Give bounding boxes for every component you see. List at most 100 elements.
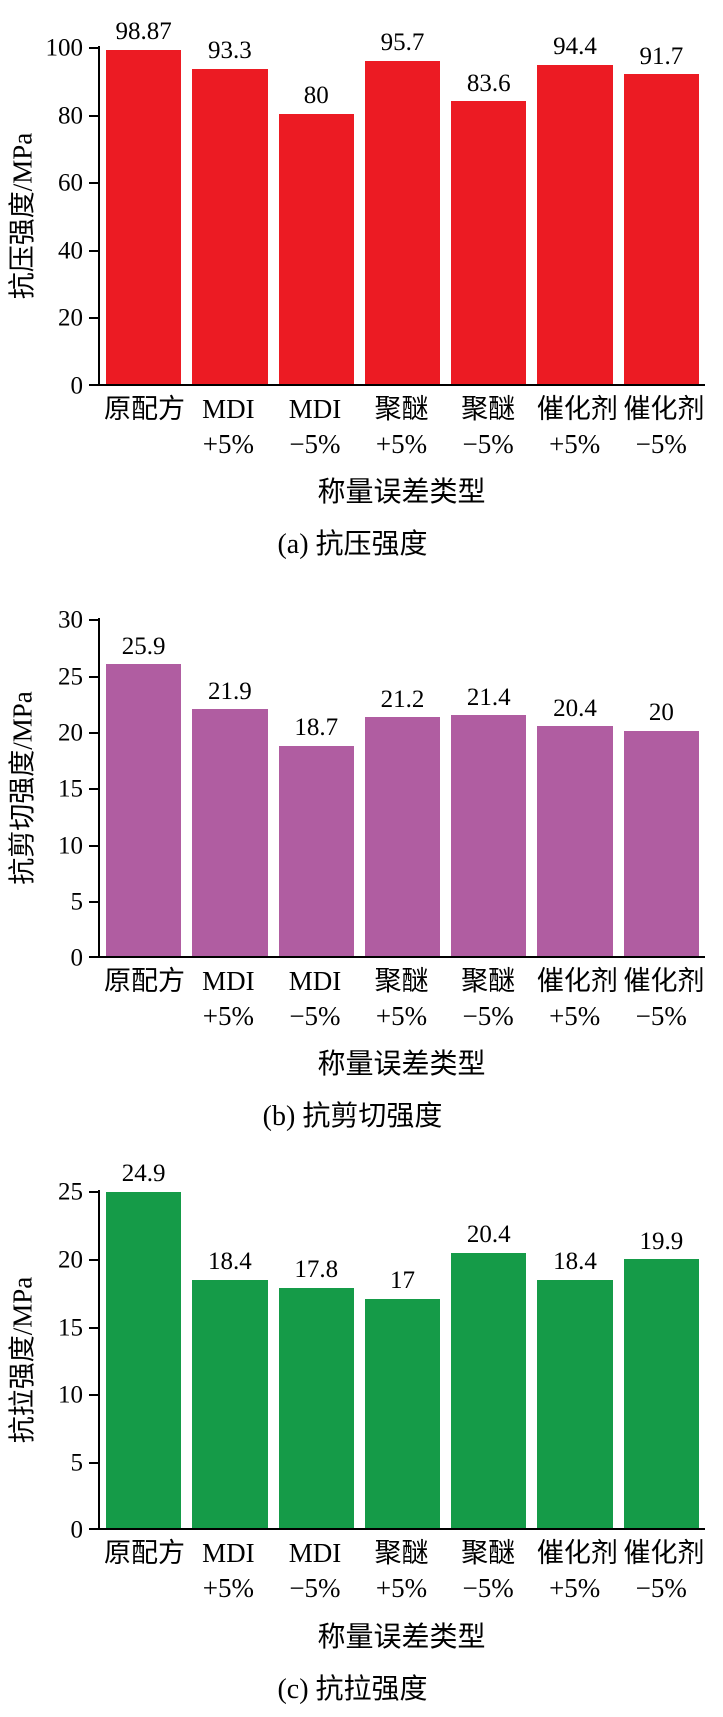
x-category-line1: MDI bbox=[202, 966, 255, 997]
y-tick-label: 5 bbox=[70, 888, 84, 916]
y-tick-mark bbox=[89, 956, 98, 959]
plot-row: 抗拉强度/MPa 0 5 10 15 20 25 24.9 18.4 17.8 17 20.4 18… bbox=[0, 1154, 705, 1543]
x-category-label: MDI +5% bbox=[191, 964, 267, 1034]
bar bbox=[106, 664, 182, 957]
bar-value-label: 24.9 bbox=[121, 1160, 166, 1188]
y-axis-label-column: 抗压强度/MPa bbox=[0, 46, 40, 386]
x-category-line1: 聚醚 bbox=[461, 1538, 516, 1569]
x-category-line1: 聚醚 bbox=[374, 966, 429, 997]
y-tick-label: 30 bbox=[58, 606, 83, 634]
x-category-label: 催化剂 +5% bbox=[536, 392, 618, 462]
bar-value-label: 20 bbox=[648, 699, 674, 727]
x-category-label: 原配方 bbox=[104, 392, 185, 462]
y-tick-mark bbox=[89, 1528, 98, 1531]
x-category-label: MDI −5% bbox=[277, 392, 353, 462]
bar-slot: 17.8 bbox=[278, 1256, 354, 1529]
bar bbox=[537, 64, 613, 384]
bar-value-label: 91.7 bbox=[639, 42, 684, 70]
x-category-line1: 原配方 bbox=[104, 394, 185, 424]
x-category-line1: 催化剂 bbox=[623, 394, 705, 424]
x-category-label: 聚醚 −5% bbox=[450, 392, 526, 462]
y-axis-label: 抗拉强度/MPa bbox=[7, 1277, 38, 1444]
x-category-label: 催化剂 −5% bbox=[623, 1536, 705, 1606]
x-category-label: 催化剂 −5% bbox=[623, 392, 705, 462]
bar-value-label: 98.87 bbox=[115, 18, 172, 46]
chart-caption: (a) 抗压强度 bbox=[277, 529, 428, 561]
bar-value-label: 95.7 bbox=[380, 29, 425, 57]
x-category-line1: 原配方 bbox=[104, 966, 185, 997]
x-category-label: 聚醚 +5% bbox=[364, 1536, 440, 1606]
x-category-line2: +5% bbox=[375, 429, 428, 460]
bar bbox=[192, 709, 268, 957]
bar-value-label: 21.9 bbox=[208, 677, 252, 705]
chart-a-compressive-strength: 抗压强度/MPa 0 20 40 60 80 100 98.87 93.3 80 95.7 83.… bbox=[0, 0, 723, 572]
bar-value-label: 20.4 bbox=[553, 694, 597, 722]
y-tick-label: 5 bbox=[70, 1449, 84, 1477]
x-category-line1: 催化剂 bbox=[536, 394, 618, 424]
plot-area: 24.9 18.4 17.8 17 20.4 18.4 19.9 bbox=[98, 1160, 705, 1531]
bar bbox=[364, 717, 441, 957]
x-category-line2: −5% bbox=[462, 1001, 514, 1032]
plot-area: 98.87 93.3 80 95.7 83.6 94.4 91.7 bbox=[98, 18, 705, 386]
y-tick-label: 15 bbox=[58, 1314, 83, 1342]
x-category-line2: −5% bbox=[289, 1573, 341, 1604]
bar bbox=[364, 1298, 441, 1529]
chart-caption: (c) 抗拉强度 bbox=[277, 1673, 428, 1705]
bar bbox=[623, 1259, 699, 1529]
bar-slot: 20.4 bbox=[537, 694, 613, 957]
x-category-labels: 原配方 MDI +5% MDI −5% 聚醚 +5% 聚醚 −5% 催化剂 +5% 催化剂 −5% bbox=[98, 1530, 705, 1606]
y-tick-label: 20 bbox=[58, 304, 83, 332]
y-tick-mark bbox=[89, 47, 98, 49]
bar-slot: 25.9 bbox=[106, 632, 182, 957]
bar-slot: 18.4 bbox=[537, 1248, 613, 1529]
bar-value-label: 21.4 bbox=[466, 683, 511, 711]
y-tick-mark bbox=[89, 182, 98, 185]
bar bbox=[451, 1252, 527, 1529]
y-tick-mark bbox=[89, 1394, 98, 1397]
x-category-label: 催化剂 +5% bbox=[537, 964, 618, 1034]
x-category-label: 聚醚 −5% bbox=[450, 964, 526, 1034]
bar-slot: 20.4 bbox=[451, 1221, 527, 1529]
x-category-line2: +5% bbox=[202, 1573, 254, 1604]
y-axis-label: 抗压强度/MPa bbox=[7, 132, 38, 300]
y-tick-label: 0 bbox=[70, 944, 84, 972]
y-tick-mark bbox=[89, 1258, 98, 1261]
y-tick-label: 10 bbox=[58, 832, 83, 860]
bar-slot: 18.4 bbox=[192, 1248, 268, 1529]
y-axis: 0 5 10 15 20 25 bbox=[40, 1180, 98, 1543]
bar bbox=[451, 101, 527, 384]
y-tick-label: 10 bbox=[58, 1381, 83, 1409]
y-tick-mark bbox=[89, 1326, 98, 1329]
x-category-line1: 催化剂 bbox=[623, 1538, 705, 1569]
bar bbox=[192, 1279, 268, 1529]
bar-slot: 80 bbox=[278, 82, 354, 384]
y-tick-label: 25 bbox=[58, 663, 83, 691]
y-tick-mark bbox=[89, 675, 98, 678]
plot-area: 25.9 21.9 18.7 21.2 21.4 20.4 20 bbox=[98, 618, 705, 959]
x-category-line1: 原配方 bbox=[104, 1538, 185, 1569]
y-tick-mark bbox=[89, 731, 98, 734]
y-axis-label-column: 抗剪切强度/MPa bbox=[0, 618, 40, 958]
bar-slot: 91.7 bbox=[623, 42, 699, 384]
bar-slot: 17 bbox=[364, 1267, 441, 1529]
x-category-line1: 聚醚 bbox=[461, 394, 516, 424]
x-category-line2: −5% bbox=[462, 429, 514, 460]
x-category-line1: MDI bbox=[288, 966, 342, 997]
bar-slot: 21.4 bbox=[451, 683, 527, 957]
x-category-label: 原配方 bbox=[104, 964, 185, 1034]
x-category-label: MDI −5% bbox=[277, 964, 353, 1034]
bar-value-label: 94.4 bbox=[553, 33, 597, 61]
x-category-line2: +5% bbox=[375, 1001, 428, 1032]
x-category-label: MDI +5% bbox=[191, 392, 267, 462]
y-tick-label: 20 bbox=[58, 719, 83, 747]
bar-value-label: 83.6 bbox=[466, 69, 511, 97]
bar-value-label: 25.9 bbox=[121, 632, 166, 660]
bar-value-label: 93.3 bbox=[208, 37, 252, 65]
y-tick-label: 60 bbox=[58, 169, 83, 197]
chart-caption: (b) 抗剪切强度 bbox=[262, 1101, 443, 1133]
x-category-line1: 催化剂 bbox=[536, 1538, 618, 1569]
y-axis-label: 抗剪切强度/MPa bbox=[7, 691, 38, 885]
bar-slot: 19.9 bbox=[623, 1228, 699, 1529]
x-category-label: 原配方 bbox=[104, 1536, 185, 1606]
